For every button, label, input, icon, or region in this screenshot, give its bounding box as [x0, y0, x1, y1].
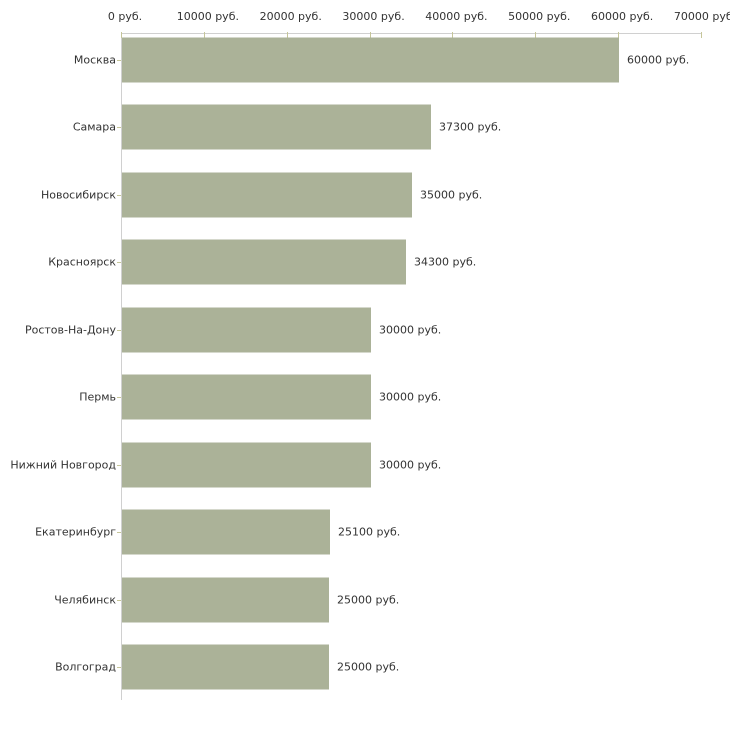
category-label: Екатеринбург: [35, 525, 116, 539]
y-axis-line: [121, 33, 122, 700]
y-tick-mark: [117, 194, 121, 196]
bar-8: [122, 509, 330, 555]
y-tick-mark: [117, 127, 121, 129]
x-tick-label: 40000 руб.: [425, 10, 488, 23]
value-label: 37300 руб.: [439, 120, 502, 134]
x-tick-mark: [701, 32, 702, 38]
y-tick-mark: [117, 532, 121, 534]
x-tick-mark: [369, 32, 371, 38]
value-label: 30000 руб.: [379, 458, 442, 472]
bar-3: [122, 172, 412, 218]
y-tick-mark: [117, 329, 121, 331]
y-tick-mark: [117, 666, 121, 668]
bar-4: [122, 239, 406, 285]
bar-5: [122, 307, 371, 353]
y-tick-mark: [117, 397, 121, 399]
value-label: 25100 руб.: [338, 525, 401, 539]
category-label: Красноярск: [48, 255, 116, 269]
x-tick-label: 70000 руб.: [673, 10, 730, 23]
y-tick-mark: [117, 599, 121, 601]
y-tick-mark: [117, 464, 121, 466]
x-tick-mark: [618, 32, 620, 38]
y-tick-mark: [117, 60, 121, 61]
x-tick-label: 10000 руб.: [176, 10, 239, 23]
x-tick-mark: [286, 32, 288, 38]
value-label: 25000 руб.: [337, 660, 400, 674]
bar-6: [122, 374, 371, 420]
category-label: Волгоград: [55, 660, 116, 674]
bar-7: [122, 442, 371, 488]
category-label: Пермь: [79, 390, 116, 404]
x-axis-line: [121, 33, 701, 34]
x-tick-label: 30000 руб.: [342, 10, 405, 23]
x-tick-label: 50000 руб.: [508, 10, 571, 23]
bar-9: [122, 577, 329, 623]
x-tick-label: 0 руб.: [107, 10, 143, 23]
x-tick-label: 20000 руб.: [259, 10, 322, 23]
value-label: 35000 руб.: [420, 188, 483, 202]
category-label: Ростов-На-Дону: [24, 323, 116, 337]
x-tick-mark: [121, 32, 122, 38]
bar-2: [122, 104, 431, 150]
category-label: Нижний Новгород: [10, 458, 116, 472]
y-tick-mark: [117, 262, 121, 264]
category-label: Челябинск: [54, 593, 116, 607]
value-label: 34300 руб.: [414, 255, 477, 269]
bar-10: [122, 644, 329, 690]
value-label: 25000 руб.: [337, 593, 400, 607]
category-label: Москва: [73, 53, 116, 67]
value-label: 30000 руб.: [379, 323, 442, 337]
value-label: 30000 руб.: [379, 390, 442, 404]
x-tick-mark: [203, 32, 205, 38]
x-tick-mark: [452, 32, 454, 38]
category-label: Самара: [72, 120, 116, 134]
x-tick-mark: [535, 32, 537, 38]
bar-1: [122, 37, 619, 83]
category-label: Новосибирск: [40, 188, 116, 202]
value-label: 60000 руб.: [627, 53, 690, 67]
x-tick-label: 60000 руб.: [591, 10, 654, 23]
